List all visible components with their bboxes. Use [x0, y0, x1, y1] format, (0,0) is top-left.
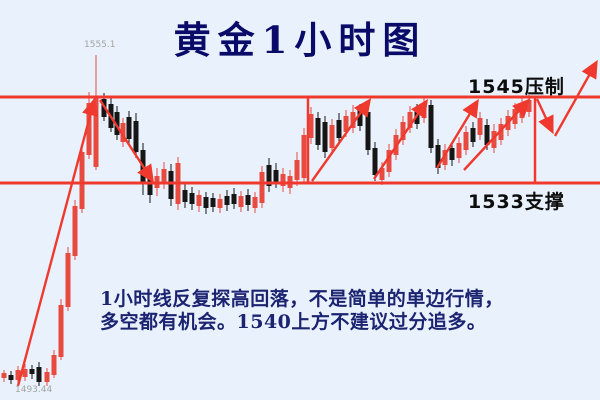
resistance-label: 1545压制 — [468, 76, 565, 98]
low-price-tag: 1493.44 — [15, 385, 53, 395]
annotation-line-2: 多空都有机会。1540上方不建议过分追多。 — [100, 311, 487, 333]
analysis-annotation: 1小时线反复探高回落，不是简单的单边行情， 多空都有机会。1540上方不建议过分… — [100, 288, 580, 334]
page-title: 黄金1小时图 — [173, 18, 427, 62]
support-label: 1533支撑 — [468, 191, 565, 213]
annotation-line-1: 1小时线反复探高回落，不是简单的单边行情， — [100, 288, 504, 310]
high-price-tag: 1555.1 — [84, 40, 116, 50]
